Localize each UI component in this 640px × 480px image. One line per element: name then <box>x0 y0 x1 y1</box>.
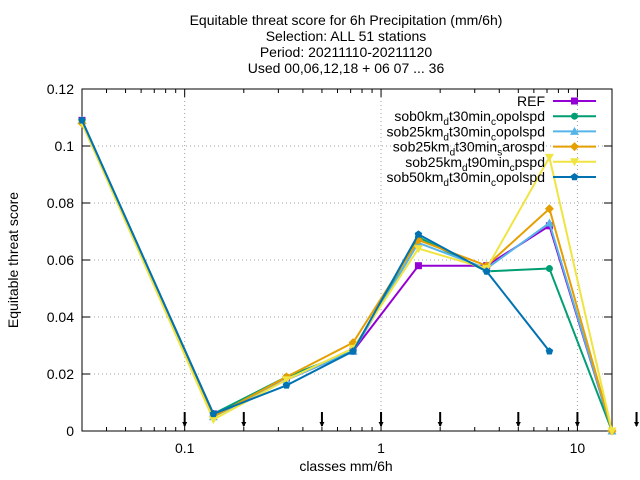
title-line: Period: 20211110-20211120 <box>260 44 433 60</box>
legend-marker <box>570 173 579 181</box>
threshold-arrowhead <box>515 422 521 427</box>
legend-label: sob25kmdt90mincpspd <box>405 154 545 174</box>
data-point <box>544 204 554 214</box>
x-tick-label: 1 <box>377 440 385 456</box>
legend-label-part: sob25km <box>393 139 450 155</box>
y-tick-label: 0.02 <box>47 366 74 382</box>
data-point <box>281 376 291 385</box>
legend-marker <box>571 112 578 120</box>
legend-label-part: d <box>443 117 449 128</box>
legend-label-part: sob0km <box>394 108 443 124</box>
legend-label: sob0kmdt30mincopolspd <box>394 108 545 128</box>
legend-marker <box>571 97 578 105</box>
data-point <box>413 245 423 254</box>
series-5 <box>78 116 554 418</box>
data-point <box>282 381 291 389</box>
legend-label: sob50kmdt30mincopolspd <box>387 169 545 189</box>
chart-title: Equitable threat score for 6h Precipitat… <box>190 12 503 76</box>
y-tick-label: 0.04 <box>47 309 74 325</box>
legend-label: REF <box>517 93 545 109</box>
legend-entry: REF <box>517 93 596 109</box>
y-axis-label: Equitable threat score <box>5 192 21 328</box>
legend-label-part: d <box>462 163 468 174</box>
legend-label-part: t30min <box>455 139 497 155</box>
data-point <box>607 427 617 436</box>
data-point <box>482 267 491 275</box>
legend-label-part: opolspd <box>496 108 545 124</box>
threshold-arrowhead <box>634 422 640 427</box>
legend-label-part: sob25km <box>405 154 462 170</box>
threshold-arrowhead <box>574 422 580 427</box>
threshold-marks <box>182 412 640 427</box>
data-point <box>208 416 218 425</box>
series-lines <box>77 115 617 436</box>
legend-label-part: arospd <box>502 139 545 155</box>
title-line: Equitable threat score for 6h Precipitat… <box>190 12 503 28</box>
legend-label-part: c <box>491 132 496 143</box>
title-line: Selection: ALL 51 stations <box>266 28 427 44</box>
legend-entry: sob25kmdt30minsarospd <box>393 139 596 159</box>
legend-label-part: s <box>497 148 502 159</box>
data-point <box>349 347 357 355</box>
data-point <box>544 218 554 227</box>
data-point <box>414 230 423 238</box>
legend-entry: sob50kmdt30mincopolspd <box>387 169 596 189</box>
legend-entry: sob0kmdt30mincopolspd <box>394 108 596 128</box>
legend-marker <box>570 158 579 167</box>
threshold-arrowhead <box>182 422 188 427</box>
legend-label-part: sob25km <box>387 123 444 139</box>
data-point <box>544 153 554 162</box>
legend-label-part: c <box>510 163 515 174</box>
legend-entry: sob25kmdt30mincopolspd <box>387 123 596 143</box>
legend-label-part: c <box>491 178 496 189</box>
threshold-arrowhead <box>241 422 247 427</box>
legend-label: sob25kmdt30minsarospd <box>393 139 545 159</box>
y-tick-label: 0.06 <box>47 252 74 268</box>
y-tick-label: 0 <box>66 423 74 439</box>
legend-marker <box>570 142 579 152</box>
threshold-arrowhead <box>378 422 384 427</box>
title-line: Used 00,06,12,18 + 06 07 ... 36 <box>248 60 445 76</box>
legend-label-part: d <box>450 148 456 159</box>
x-tick-label: 0.1 <box>175 440 195 456</box>
x-axis-label: classes mm/6h <box>299 458 392 474</box>
x-tick-label: 10 <box>570 440 586 456</box>
legend-label-part: t90min <box>468 154 510 170</box>
legend-label-part: opolspd <box>496 169 545 185</box>
legend-label-part: sob50km <box>387 169 444 185</box>
legend-label-part: pspd <box>515 154 545 170</box>
legend-label-part: t30min <box>449 108 491 124</box>
series-line <box>81 122 613 432</box>
legend-label-part: t30min <box>449 169 491 185</box>
legend-marker <box>570 126 579 135</box>
data-point <box>414 262 422 270</box>
data-point <box>78 116 86 124</box>
legend-label-part: d <box>443 178 449 189</box>
data-point <box>545 347 554 355</box>
data-point <box>545 265 553 273</box>
axes: 0 0.02 0.04 0.06 0.08 0.1 0.12 0.1 1 10 <box>47 81 613 456</box>
legend-label: sob25kmdt30mincopolspd <box>387 123 545 143</box>
y-tick-label: 0.12 <box>47 81 74 97</box>
legend-label-part: c <box>491 117 496 128</box>
y-tick-label: 0.1 <box>55 138 75 154</box>
y-tick-label: 0.08 <box>47 195 74 211</box>
legend-label-part: t30min <box>449 123 491 139</box>
legend: REFsob0kmdt30mincopolspdsob25kmdt30minco… <box>387 93 596 189</box>
legend-label-part: d <box>443 132 449 143</box>
legend-entry: sob25kmdt90mincpspd <box>405 154 596 174</box>
threshold-arrowhead <box>437 422 443 427</box>
legend-label-part: opolspd <box>496 123 545 139</box>
legend-label-part: REF <box>517 93 545 109</box>
threshold-arrowhead <box>319 422 325 427</box>
data-point <box>209 409 218 418</box>
